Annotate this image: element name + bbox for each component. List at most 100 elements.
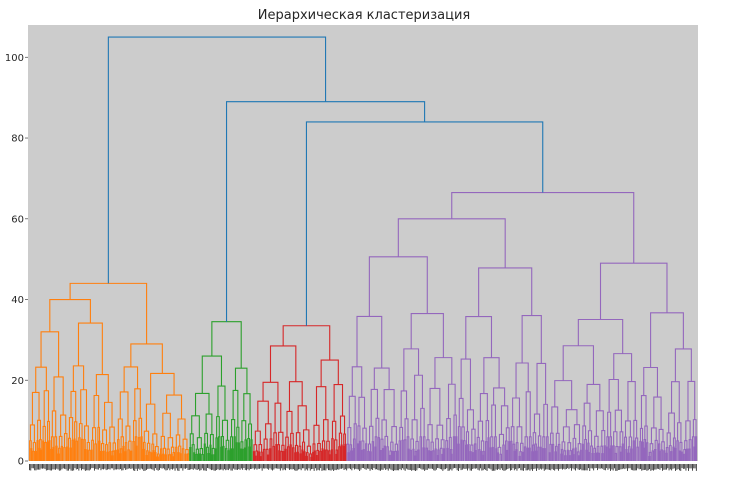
dendrogram-link xyxy=(680,451,683,461)
leaf-label-mark xyxy=(656,464,658,469)
leaf-label-mark xyxy=(188,464,190,470)
leaf-label-mark xyxy=(515,464,517,470)
leaf-label-mark xyxy=(357,464,359,470)
leaf-label-mark xyxy=(138,464,140,469)
leaf-label-mark xyxy=(29,464,30,471)
leaf-label-mark xyxy=(99,464,101,469)
leaf-label-mark xyxy=(194,464,195,469)
dendrogram-link xyxy=(152,433,158,447)
leaf-label-mark xyxy=(225,464,227,471)
dendrogram-link xyxy=(579,449,582,461)
leaf-label-mark xyxy=(331,464,333,470)
dendrogram-link xyxy=(476,436,480,461)
leaf-label-mark xyxy=(108,464,110,470)
leaf-label-mark xyxy=(172,464,173,470)
dendrogram-link xyxy=(211,454,214,461)
leaf-label-mark xyxy=(348,464,350,469)
leaf-label-mark xyxy=(510,464,511,471)
leaf-label-mark xyxy=(649,464,650,470)
leaf-label-mark xyxy=(424,464,426,471)
leaf-label-mark xyxy=(547,464,549,470)
leaf-label-mark xyxy=(164,464,166,470)
dendrogram-link xyxy=(138,417,143,438)
leaf-label-mark xyxy=(208,464,210,469)
leaf-label-mark xyxy=(311,464,312,470)
leaf-label-mark xyxy=(619,464,621,470)
leaf-label-mark xyxy=(676,464,678,470)
dendrogram-link xyxy=(630,448,633,461)
dendrogram-link xyxy=(537,435,542,448)
leaf-label-mark xyxy=(451,464,453,471)
leaf-label-mark xyxy=(682,464,684,469)
dendrogram-link xyxy=(373,367,390,390)
dendrogram-link xyxy=(145,455,148,461)
dendrogram-link xyxy=(52,446,55,461)
leaf-label-mark xyxy=(465,464,467,469)
dendrogram-link xyxy=(513,450,516,461)
leaf-label-mark xyxy=(588,464,589,469)
leaf-label-mark xyxy=(560,464,562,469)
dendrogram-link xyxy=(522,451,525,461)
dendrogram-link xyxy=(515,449,518,461)
leaf-label-mark xyxy=(42,464,43,469)
leaf-label-mark xyxy=(523,464,524,471)
dendrogram-link xyxy=(321,448,324,461)
leaf-label-mark xyxy=(624,464,626,470)
dendrogram-link xyxy=(442,448,446,461)
leaf-label-mark xyxy=(43,464,45,469)
leaf-label-mark xyxy=(270,464,272,470)
leaf-label-mark xyxy=(55,464,56,470)
dendrogram-link xyxy=(370,388,378,427)
leaf-label-mark xyxy=(146,464,147,470)
leaf-label-mark xyxy=(385,464,387,470)
dendrogram-link xyxy=(235,442,238,461)
leaf-label-mark xyxy=(526,464,528,471)
dendrogram-link xyxy=(537,446,540,461)
leaf-label-mark xyxy=(131,464,133,469)
leaf-label-mark xyxy=(330,464,332,471)
dendrogram-link xyxy=(156,456,159,461)
dendrogram-link xyxy=(197,453,200,461)
leaf-label-mark xyxy=(94,464,95,471)
leaf-label-mark xyxy=(190,464,192,470)
dendrogram-link xyxy=(643,366,659,398)
leaf-label-mark xyxy=(689,464,691,469)
leaf-label-mark xyxy=(130,464,132,469)
leaf-label-mark xyxy=(187,464,189,470)
dendrogram-link xyxy=(39,439,42,451)
leaf-label-mark xyxy=(289,464,290,470)
leaf-label-mark xyxy=(667,464,669,469)
leaf-label-mark xyxy=(673,464,675,469)
dendrogram-link xyxy=(252,451,256,461)
leaf-label-mark xyxy=(49,464,51,471)
leaf-label-mark xyxy=(333,464,335,471)
leaf-label-mark xyxy=(437,464,439,468)
leaf-label-mark xyxy=(303,464,305,469)
leaf-label-mark xyxy=(47,464,49,471)
leaf-label-mark xyxy=(205,464,207,471)
dendrogram-link xyxy=(135,445,138,461)
leaf-label-mark xyxy=(191,464,193,469)
leaf-label-mark xyxy=(166,464,168,471)
dendrogram-link xyxy=(436,455,439,461)
leaf-label-mark xyxy=(200,464,202,471)
leaf-label-mark xyxy=(604,464,606,471)
dendrogram-link xyxy=(672,437,676,449)
dendrogram-link xyxy=(487,437,490,461)
leaf-label-mark xyxy=(96,464,98,470)
leaf-label-mark xyxy=(387,464,389,471)
y-tick-label: 100 xyxy=(5,53,24,64)
dendrogram-link xyxy=(356,443,360,461)
leaf-label-mark xyxy=(432,464,433,469)
dendrogram-link xyxy=(474,449,477,461)
leaf-label-mark xyxy=(641,464,643,471)
dendrogram-link xyxy=(152,450,155,461)
dendrogram-link xyxy=(640,394,647,429)
leaf-label-mark xyxy=(81,464,82,471)
dendrogram-link xyxy=(510,426,515,445)
dendrogram-link xyxy=(258,451,261,461)
leaf-label-mark xyxy=(359,464,361,471)
dendrogram-link xyxy=(105,444,108,461)
dendrogram-link xyxy=(106,451,109,461)
leaf-label-mark xyxy=(380,464,381,471)
